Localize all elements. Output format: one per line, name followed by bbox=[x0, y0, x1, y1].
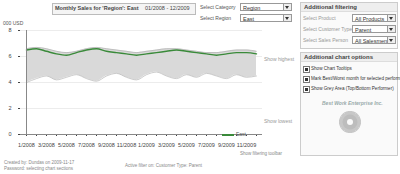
html-text:01/2008 - 12/2009: 01/2008 - 12/2009 bbox=[145, 5, 190, 11]
html-text:All Salesmen: All Salesmen bbox=[355, 38, 388, 44]
html-text:Select Region: Select Region bbox=[200, 15, 232, 21]
html-text:Best Work Enterprise Inc.: Best Work Enterprise Inc. bbox=[322, 100, 383, 106]
html-text:Show lowest: Show lowest bbox=[264, 118, 293, 124]
html-text:Select Customer Type Parent: Select Customer Type Parent bbox=[303, 26, 372, 33]
svg-text:6: 6 bbox=[8, 53, 11, 59]
svg-text:5/2008: 5/2008 bbox=[58, 142, 75, 148]
html-text:Show Chart Tooltips: Show Chart Tooltips bbox=[311, 66, 352, 71]
html-text:Password: selecting chart sect: Password: selecting chart sections bbox=[4, 166, 73, 171]
html-text:Monthly Sales for 'Region': Ea: Monthly Sales for 'Region': East bbox=[55, 5, 139, 11]
html-text:Show filtering toolbar: Show filtering toolbar bbox=[240, 151, 282, 156]
svg-text:9/2008: 9/2008 bbox=[98, 142, 115, 148]
html-text:Select Product: Select Product bbox=[303, 15, 336, 21]
html-text:Show highest: Show highest bbox=[264, 56, 294, 62]
html-text:Show Grey Area (Top/Bottom Per: Show Grey Area (Top/Bottom Performer) bbox=[311, 86, 394, 91]
svg-text:0: 0 bbox=[8, 131, 11, 137]
html-text:Created by: Dundas on 2009-11-: Created by: Dundas on 2009-11-17 bbox=[4, 160, 75, 165]
svg-text:3/2009: 3/2009 bbox=[158, 142, 175, 148]
svg-text:1/2008: 1/2008 bbox=[18, 142, 35, 148]
html-text:Active filter on: Customer Typ: Active filter on: Customer Type: Parent bbox=[125, 163, 202, 168]
svg-text:3/2008: 3/2008 bbox=[38, 142, 55, 148]
svg-text:7/2008: 7/2008 bbox=[78, 142, 95, 148]
svg-text:8: 8 bbox=[8, 27, 11, 33]
svg-text:11/2008: 11/2008 bbox=[117, 142, 136, 148]
html-text:000 USD: 000 USD bbox=[3, 20, 24, 26]
svg-text:5/2009: 5/2009 bbox=[178, 142, 195, 148]
html-text:Region: Region bbox=[243, 5, 261, 11]
svg-text:2: 2 bbox=[8, 105, 11, 111]
svg-text:4: 4 bbox=[8, 79, 11, 85]
html-text:Select Sales Person: Select Sales Person bbox=[303, 37, 348, 43]
svg-text:9/2009: 9/2009 bbox=[218, 142, 235, 148]
html-text:Select Category: Select Category bbox=[200, 4, 236, 10]
svg-text:11/2009: 11/2009 bbox=[237, 142, 256, 148]
html-text:Additional chart options: Additional chart options bbox=[304, 54, 373, 60]
html-text:East: East bbox=[236, 131, 246, 137]
html-text:East: East bbox=[243, 16, 254, 22]
svg-text:7/2009: 7/2009 bbox=[198, 142, 215, 148]
html-text:All Products: All Products bbox=[355, 16, 385, 22]
svg-text:1/2009: 1/2009 bbox=[138, 142, 155, 148]
html-text:Additional filtering: Additional filtering bbox=[304, 4, 357, 10]
